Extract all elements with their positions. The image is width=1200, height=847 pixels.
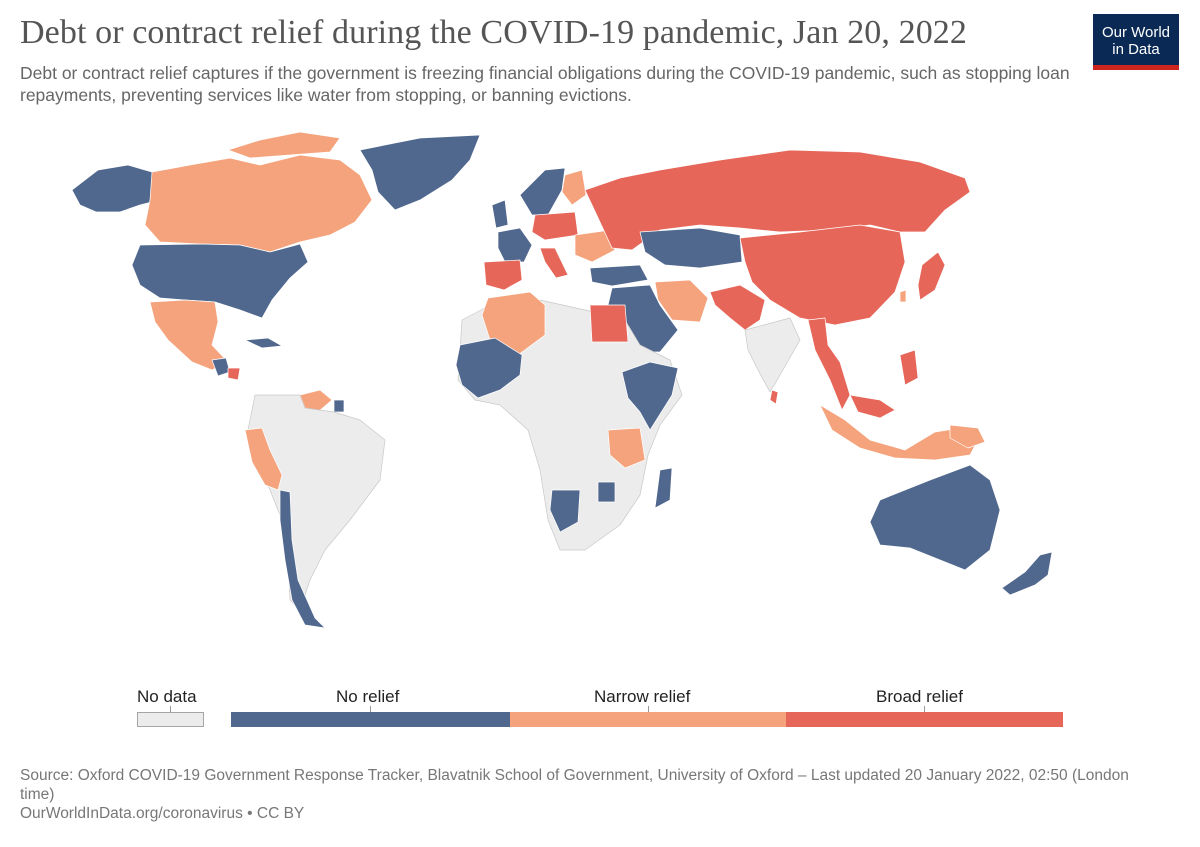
country-el-salvador[interactable] [227,367,241,381]
country-cuba[interactable] [244,337,283,349]
country-myanmar[interactable] [807,317,851,411]
country-egypt[interactable] [589,304,629,343]
country-suriname[interactable] [333,399,345,413]
country-italy[interactable] [539,247,569,279]
country-mexico[interactable] [149,299,229,371]
country-canada-islands[interactable] [227,131,341,159]
country-philippines[interactable] [899,349,919,386]
logo-accent-bar [1093,65,1179,70]
country-kazakhstan[interactable] [639,227,743,269]
country-madagascar[interactable] [654,467,673,509]
legend-narrow-relief-label: Narrow relief [594,687,691,706]
legend-narrow-relief-swatch[interactable] [510,712,786,727]
legend-tick [648,706,649,712]
country-mali-burkina[interactable] [455,337,523,399]
legend-no-relief-swatch[interactable] [231,712,510,727]
country-turkey[interactable] [589,264,649,287]
country-japan[interactable] [917,251,946,301]
country-australia[interactable] [869,464,1001,571]
country-spain-portugal[interactable] [483,259,523,291]
country-finland[interactable] [561,169,587,206]
legend-tick [370,706,371,712]
country-algeria[interactable] [481,291,546,356]
country-india[interactable] [709,284,766,331]
chart-title: Debt or contract relief during the COVID… [20,14,967,51]
country-india-south[interactable] [744,317,801,393]
country-zimbabwe[interactable] [597,481,616,503]
legend-tick [924,706,925,712]
country-ethiopia-somalia[interactable] [621,361,679,431]
chart-subtitle: Debt or contract relief captures if the … [20,63,1070,105]
country-tanzania[interactable] [607,427,646,469]
country-iran[interactable] [654,279,709,323]
country-norway-sweden[interactable] [519,167,566,216]
legend-tick [170,706,171,712]
country-malaysia[interactable] [849,394,896,419]
country-papua-new-guinea[interactable] [949,424,986,449]
legend-no-data-label: No data [137,687,197,706]
country-taiwan[interactable] [899,289,907,303]
country-united-kingdom[interactable] [491,199,509,229]
country-chile[interactable] [279,489,326,629]
legend-no-data-swatch[interactable] [137,712,204,727]
legend-no-relief-label: No relief [336,687,400,706]
country-sri-lanka[interactable] [769,389,779,405]
country-namibia[interactable] [549,489,581,533]
footer-link[interactable]: OurWorldInData.org/coronavirus • CC BY [20,805,305,822]
footer: Source: Oxford COVID-19 Government Respo… [20,766,1160,823]
country-south-america-no-data[interactable] [247,394,386,611]
country-new-zealand[interactable] [1001,551,1053,596]
logo-line-2: in Data [1112,41,1160,58]
country-canada[interactable] [144,154,373,253]
country-united-states[interactable] [131,243,309,319]
legend-broad-relief-swatch[interactable] [786,712,1063,727]
owid-logo[interactable]: Our World in Data [1093,14,1179,70]
world-map[interactable] [0,120,1200,640]
country-greenland[interactable] [359,134,481,211]
country-guatemala[interactable] [211,357,231,377]
legend-broad-relief-label: Broad relief [876,687,963,706]
source-note: Source: Oxford COVID-19 Government Respo… [20,767,1129,803]
country-china[interactable] [739,224,906,326]
country-france[interactable] [497,227,533,263]
country-peru[interactable] [244,427,283,491]
country-germany-poland[interactable] [531,211,579,241]
logo-line-1: Our World [1101,24,1171,41]
